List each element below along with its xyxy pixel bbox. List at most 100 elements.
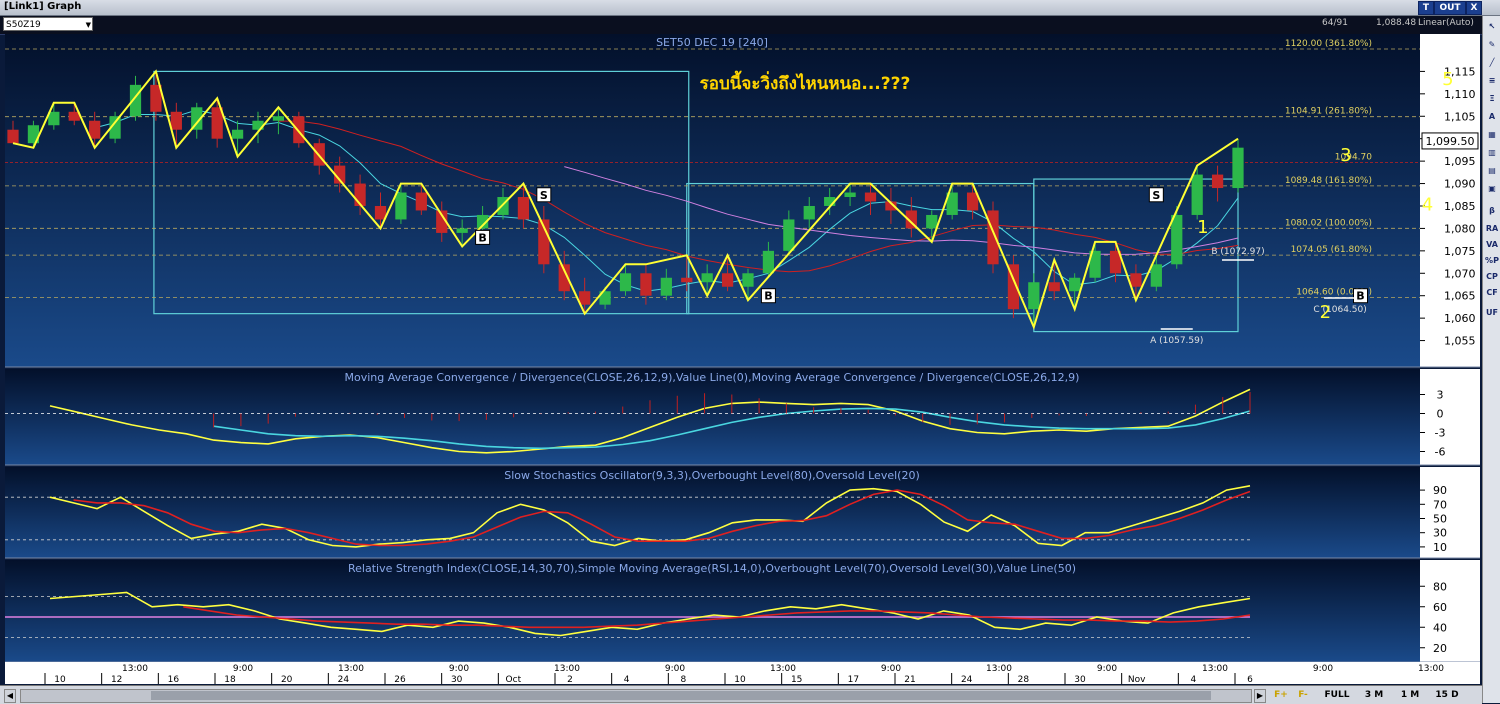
candle-body [27,125,40,144]
scale-mode[interactable]: Linear(Auto) [1418,18,1474,28]
candle-body [824,197,836,206]
beta-icon[interactable]: β [1489,206,1495,215]
candle-body [1069,277,1081,292]
x-date-label: 30 [1074,675,1086,685]
candle-body [1232,147,1244,189]
indicator-tick-label: 20 [1433,642,1447,655]
sell-signal-label: S [1152,189,1160,202]
price-tick-label: 1,095 [1444,155,1476,168]
panel-0-axis-background [1420,34,1480,367]
x-date-label: 16 [168,675,180,685]
indicator-tick-label: 0 [1437,408,1444,421]
scroll-thumb[interactable] [151,691,1211,700]
candle-body [68,111,80,121]
bar-counter: 64/91 [1322,18,1348,28]
x-date-label: 20 [281,675,293,685]
candle-body [476,214,489,229]
x-date-label: 24 [338,675,350,685]
fifteen-day-button[interactable]: 15 D [1435,690,1459,700]
price-tick-label: 1,065 [1444,290,1476,303]
panel-0-background [5,34,1420,367]
candle-body [1191,174,1203,215]
x-date-label: 15 [791,675,802,685]
indicator-tick-label: 30 [1433,527,1447,540]
abc-point-label: C (1064.50) [1313,305,1366,315]
channel-icon[interactable]: ≡ [1488,76,1496,85]
buy-signal-marker [1353,288,1368,304]
close-button[interactable]: X [1466,1,1482,15]
indicator-series-line [213,407,1251,450]
indicator-title: Slow Stochastics Oscillator(9,3,3),Overb… [504,469,920,482]
scroll-right-icon[interactable]: ▶ [1254,689,1266,703]
text-icon[interactable]: A [1488,112,1496,121]
candle-body [1109,250,1122,274]
panel-3-axis-background [1420,560,1480,662]
indicator-icon[interactable]: ▣ [1488,184,1496,193]
indicator-series-line [49,485,1251,548]
candle-body [129,84,142,117]
scroll-left-icon[interactable]: ◀ [4,689,16,703]
x-date-label: 6 [1247,675,1253,685]
candle-body [334,165,346,184]
candle-body [864,192,877,202]
indicator-tick-label: 3 [1437,389,1444,402]
sidebar-item-ra[interactable]: RA [1485,224,1499,233]
zoom-out-button[interactable]: F- [1298,690,1308,700]
indicator-tick-label: 70 [1433,498,1447,511]
cursor-icon[interactable]: ↖ [1488,22,1496,31]
one-month-button[interactable]: 1 M [1400,690,1420,700]
sidebar-item-cp[interactable]: CP [1486,272,1498,281]
x-date-label: 18 [224,675,236,685]
pencil-icon[interactable]: ✎ [1488,40,1496,49]
horizontal-scrollbar[interactable] [20,689,1252,703]
candle-body [48,111,60,126]
x-time-label: 9:00 [881,664,901,674]
candle-body [170,111,182,130]
chart-canvas[interactable]: 1,055 1,060 1,065 1,070 1,075 1,080 1,085 1,090… [0,34,1482,685]
candle-body [640,273,652,296]
sidebar-item-uf[interactable]: UF [1486,308,1498,317]
candle-body [456,228,468,233]
x-date-label: 10 [734,675,746,685]
chart-icon[interactable]: ▥ [1488,148,1496,157]
candle-body [252,120,264,130]
out-button[interactable]: OUT [1434,1,1466,15]
t-button[interactable]: T [1418,1,1434,15]
sidebar-item-pp[interactable]: %P [1485,256,1499,265]
line-icon[interactable]: ╱ [1489,58,1495,67]
bar-icon[interactable]: ▤ [1488,166,1496,175]
x-time-label: 13:00 [122,664,148,674]
sell-signal-label: S [540,189,548,202]
candle-body [742,273,754,287]
symbol-value: S50Z19 [6,20,41,30]
full-button[interactable]: FULL [1324,690,1350,700]
candle-body [803,205,815,220]
zoom-in-button[interactable]: F+ [1274,690,1288,700]
candle-body [395,192,407,220]
sidebar-item-va[interactable]: VA [1486,240,1498,249]
symbol-dropdown[interactable]: S50Z19 ▼ [3,17,93,31]
x-date-label: 10 [54,675,66,685]
grid-icon[interactable]: ▦ [1488,130,1496,139]
x-time-label: 13:00 [1202,664,1228,674]
three-month-button[interactable]: 3 M [1364,690,1384,700]
x-date-label: Oct [506,675,522,685]
candle-body [558,264,570,292]
x-date-label: 2 [567,675,573,685]
x-date-label: 26 [394,675,406,685]
x-time-label: 9:00 [1097,664,1117,674]
indicator-tick-label: 60 [1433,601,1447,614]
abc-point-label: A (1057.59) [1150,336,1203,346]
window-title: [Link1] Graph [4,1,82,12]
fibonacci-icon[interactable]: Ξ [1489,94,1495,103]
candle-body [415,192,427,211]
last-price-box [1421,132,1479,150]
candle-body [783,219,795,251]
x-axis-background [5,662,1480,684]
price-tick-label: 1,060 [1444,312,1476,325]
candle-body [231,129,244,139]
candle-body [885,201,897,211]
last-value-readout: 1,088.48 [1376,18,1417,28]
sidebar-item-cf[interactable]: CF [1486,288,1498,297]
indicator-tick-label: -6 [1435,446,1446,459]
